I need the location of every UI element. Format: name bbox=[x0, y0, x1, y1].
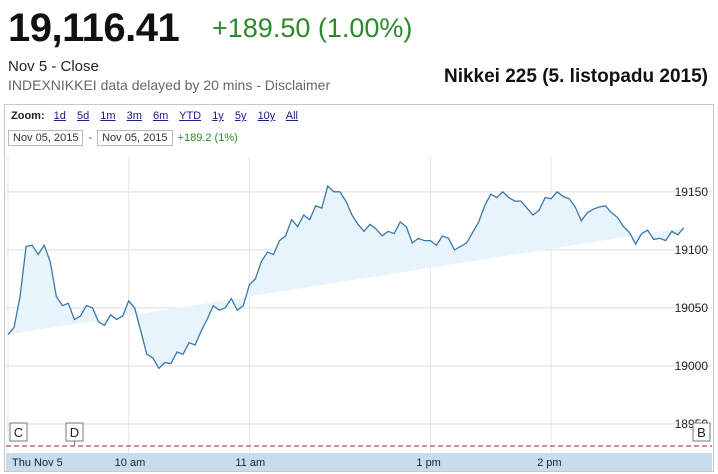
zoom-1d[interactable]: 1d bbox=[53, 110, 66, 122]
grid-lines bbox=[6, 157, 712, 453]
zoom-6m[interactable]: 6m bbox=[152, 110, 169, 122]
x-tick-label: 11 am bbox=[235, 457, 265, 469]
chart-frame bbox=[4, 104, 714, 472]
date-to-input[interactable]: Nov 05, 2015 bbox=[97, 130, 173, 146]
zoom-10y[interactable]: 10y bbox=[257, 110, 276, 122]
market-status: Nov 5 - Close bbox=[8, 58, 99, 75]
data-source-note[interactable]: INDEXNIKKEI data delayed by 20 mins - Di… bbox=[8, 77, 331, 93]
time-axis-band bbox=[6, 453, 712, 471]
price-line bbox=[7, 184, 685, 370]
zoom-3m[interactable]: 3m bbox=[126, 110, 142, 122]
svg-text:D: D bbox=[70, 425, 79, 440]
zoom-1y[interactable]: 1y bbox=[212, 110, 224, 122]
svg-text:C: C bbox=[14, 425, 23, 440]
y-tick-label: 19000 bbox=[675, 359, 709, 373]
price-area-fill bbox=[8, 186, 684, 369]
y-tick-label: 19150 bbox=[675, 185, 709, 199]
x-tick-label: Thu Nov 5 bbox=[12, 457, 63, 469]
zoom-label: Zoom: bbox=[11, 110, 45, 122]
zoom-bar: Zoom: 1d 5d 1m 3m 6m YTD 1y 5y 10y All bbox=[11, 110, 306, 122]
marker-b[interactable]: B bbox=[692, 422, 711, 442]
x-tick-label: 2 pm bbox=[537, 457, 561, 469]
y-tick-label: 19100 bbox=[675, 243, 709, 257]
svg-text:B: B bbox=[697, 425, 706, 440]
y-tick-label: 19050 bbox=[675, 301, 709, 315]
date-separator: - bbox=[88, 132, 93, 144]
x-tick-label: 10 am bbox=[115, 457, 146, 469]
zoom-5y[interactable]: 5y bbox=[234, 110, 247, 122]
marker-d[interactable]: D bbox=[65, 422, 84, 446]
price-change: +189.50 (1.00%) bbox=[212, 13, 413, 43]
date-from-input[interactable]: Nov 05, 2015 bbox=[8, 130, 84, 146]
zoom-all[interactable]: All bbox=[285, 110, 298, 122]
zoom-5d[interactable]: 5d bbox=[76, 110, 90, 122]
date-range: Nov 05, 2015- Nov 05, 2015 +189.2 (1%) bbox=[8, 130, 238, 146]
marker-c[interactable]: C bbox=[9, 422, 28, 442]
zoom-ytd[interactable]: YTD bbox=[179, 110, 202, 122]
x-axis-labels: Thu Nov 5 10 am 11 am 1 pm 2 pm bbox=[12, 457, 562, 469]
range-change: +189.2 (1%) bbox=[177, 132, 238, 144]
zoom-1m[interactable]: 1m bbox=[100, 110, 116, 122]
chart-annotation-title: Nikkei 225 (5. listopadu 2015) bbox=[443, 66, 708, 87]
current-price: 19,116.41 bbox=[8, 6, 180, 50]
x-tick-label: 1 pm bbox=[416, 457, 440, 469]
